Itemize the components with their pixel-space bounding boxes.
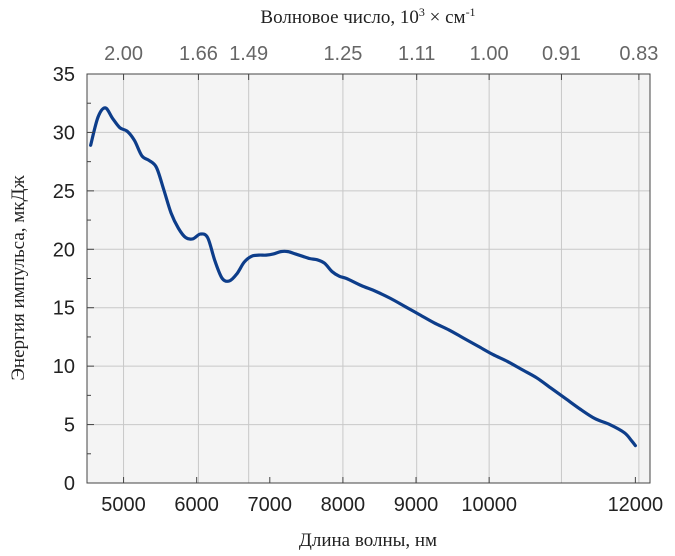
top-tick-label: 1.49 xyxy=(229,43,268,65)
y-tick-label: 5 xyxy=(64,415,75,437)
x-tick-label: 5000 xyxy=(101,494,146,516)
y-tick-label: 35 xyxy=(53,64,75,86)
top-tick-label: 1.66 xyxy=(179,43,218,65)
top-tick-label: 1.11 xyxy=(398,43,435,65)
x-tick-label: 7000 xyxy=(248,494,293,516)
y-tick-label: 15 xyxy=(53,298,75,320)
top-axis-title-middle: × см xyxy=(425,7,466,28)
series-line xyxy=(89,106,637,448)
x-tick-label: 9000 xyxy=(394,494,439,516)
top-axis-title-exp2: -1 xyxy=(466,5,476,19)
y-tick-label: 30 xyxy=(53,122,75,144)
x-axis-title: Длина волны, нм xyxy=(299,530,437,551)
top-tick-label: 0.83 xyxy=(619,43,658,65)
top-axis-title-exp1: 3 xyxy=(419,5,425,19)
top-axis-title-prefix: Волновое число, 10 xyxy=(260,7,418,28)
top-tick-label: 0.91 xyxy=(542,43,581,65)
top-axis-title: Волновое число, 103 × см-1 xyxy=(260,5,475,28)
top-tick-label: 2.00 xyxy=(104,43,143,65)
top-tick-label: 1.25 xyxy=(323,43,362,65)
y-tick-label: 10 xyxy=(53,356,75,378)
x-tick-label: 12000 xyxy=(608,494,664,516)
y-tick-label: 20 xyxy=(53,239,75,261)
ticks xyxy=(87,73,640,484)
tick-labels: 5000 6000 7000 8000 9000 10000 12000 2.00 1.66 1.… xyxy=(53,43,663,516)
x-tick-label: 8000 xyxy=(321,494,366,516)
top-tick-label: 1.00 xyxy=(470,43,509,65)
x-tick-label: 6000 xyxy=(174,494,219,516)
y-tick-label: 0 xyxy=(64,473,75,495)
y-axis-title: Энергия импульса, мкДж xyxy=(8,175,29,381)
x-tick-label: 10000 xyxy=(461,494,517,516)
plot-background xyxy=(87,74,650,483)
grid xyxy=(87,73,650,484)
y-tick-label: 25 xyxy=(53,181,75,203)
